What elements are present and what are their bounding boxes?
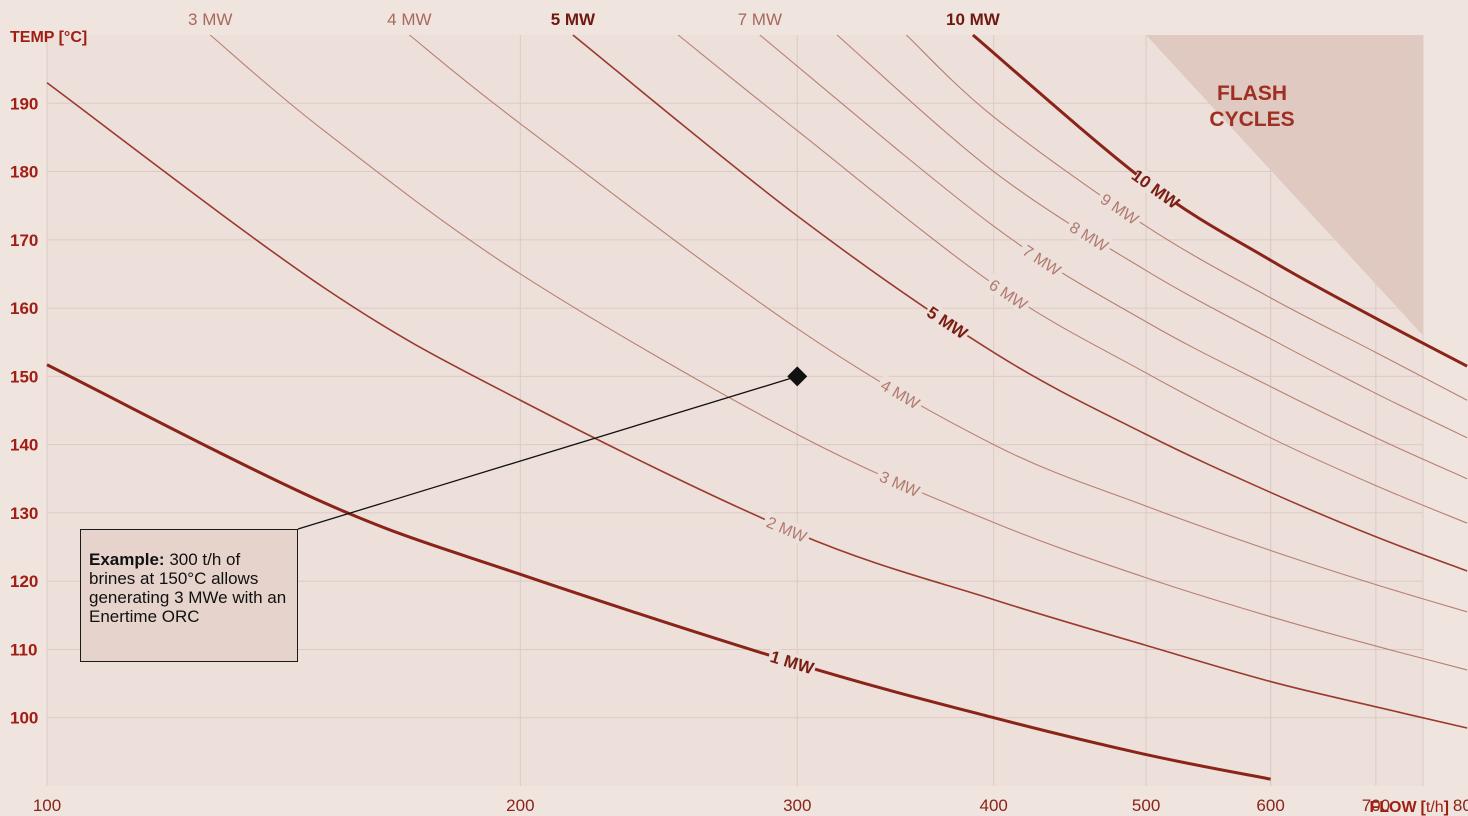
x-tick-label-200: 200 xyxy=(506,796,534,815)
y-tick-label-140: 140 xyxy=(10,436,38,455)
y-tick-label-130: 130 xyxy=(10,504,38,523)
curve-label-bg-8mw xyxy=(1064,215,1115,257)
curve-label-bg-3mw xyxy=(874,465,926,502)
curve-7mw xyxy=(759,34,1468,480)
top-label-4mw: 4 MW xyxy=(387,10,431,29)
flash-cycles-area xyxy=(1146,35,1423,336)
curve-label-bg-1mw xyxy=(766,646,818,678)
curve-2mw xyxy=(46,82,1468,729)
curve-label-bg-10mw xyxy=(1131,167,1181,211)
x-tick-label-300: 300 xyxy=(783,796,811,815)
y-tick-label-160: 160 xyxy=(10,299,38,318)
example-pointer-line xyxy=(297,375,798,530)
top-label-10mw: 10 MW xyxy=(946,10,1001,29)
curve-label-bg-6mw xyxy=(983,273,1034,315)
y-tick-label-150: 150 xyxy=(10,367,38,386)
curve-10mw xyxy=(971,33,1468,368)
curve-label-bg-7mw xyxy=(1016,239,1067,281)
example-point-marker xyxy=(787,366,808,387)
y-tick-label-190: 190 xyxy=(10,94,38,113)
x-axis-title-bracket-close: ] xyxy=(1444,799,1449,816)
x-axis-title-unit: t/h xyxy=(1426,799,1444,816)
y-tick-label-110: 110 xyxy=(10,640,37,659)
curve-6mw xyxy=(677,34,1468,524)
x-axis-title-main: FLOW xyxy=(1369,799,1417,816)
curve-8mw xyxy=(836,34,1468,439)
y-axis-title: TEMP [°C] xyxy=(10,29,87,46)
example-pointer xyxy=(297,366,808,530)
flash-cycles-region: FLASH CYCLES xyxy=(1146,35,1423,336)
x-tick-label-600: 600 xyxy=(1256,796,1284,815)
callout-bold: Example: xyxy=(89,550,165,569)
top-label-7mw: 7 MW xyxy=(738,10,782,29)
x-tick-label-100: 100 xyxy=(33,796,61,815)
callout-text: 300 t/h of brines at 150°C allows genera… xyxy=(89,550,287,626)
curve-5mw xyxy=(572,34,1468,572)
x-tick-label-700: 700 xyxy=(1362,796,1390,815)
curve-label-bg-2mw xyxy=(761,511,813,547)
x-axis-title: FLOW [t/h] xyxy=(1369,799,1449,816)
top-label-3mw: 3 MW xyxy=(188,10,232,29)
top-curve-labels: 3 MW 4 MW 5 MW 7 MW 10 MW xyxy=(188,10,1001,29)
curve-9mw xyxy=(906,34,1468,401)
y-tick-label-120: 120 xyxy=(10,572,38,591)
y-tick-label-170: 170 xyxy=(10,231,38,250)
axis-ticks: 100 110 120 130 140 150 160 170 180 190 100 200 300 4… xyxy=(10,94,1468,815)
y-tick-label-180: 180 xyxy=(10,163,38,182)
flash-cycles-label-1: CYCLES xyxy=(1209,108,1294,131)
example-callout: Example: 300 t/h of brines at 150°C allo… xyxy=(80,529,298,662)
curve-1mw xyxy=(46,363,1271,781)
curve-label-bg-9mw xyxy=(1094,187,1145,230)
x-tick-label-800: 800 xyxy=(1453,796,1468,815)
x-tick-label-400: 400 xyxy=(980,796,1008,815)
y-tick-label-100: 100 xyxy=(10,709,38,728)
curve-label-bg-4mw xyxy=(875,374,926,414)
x-tick-label-500: 500 xyxy=(1132,796,1160,815)
x-axis-title-bracket-open: [ xyxy=(1421,799,1427,816)
curve-label-bg-5mw xyxy=(922,301,973,344)
flash-cycles-label-0: FLASH xyxy=(1217,82,1287,105)
top-label-5mw: 5 MW xyxy=(551,10,596,29)
curve-4mw xyxy=(409,34,1468,613)
